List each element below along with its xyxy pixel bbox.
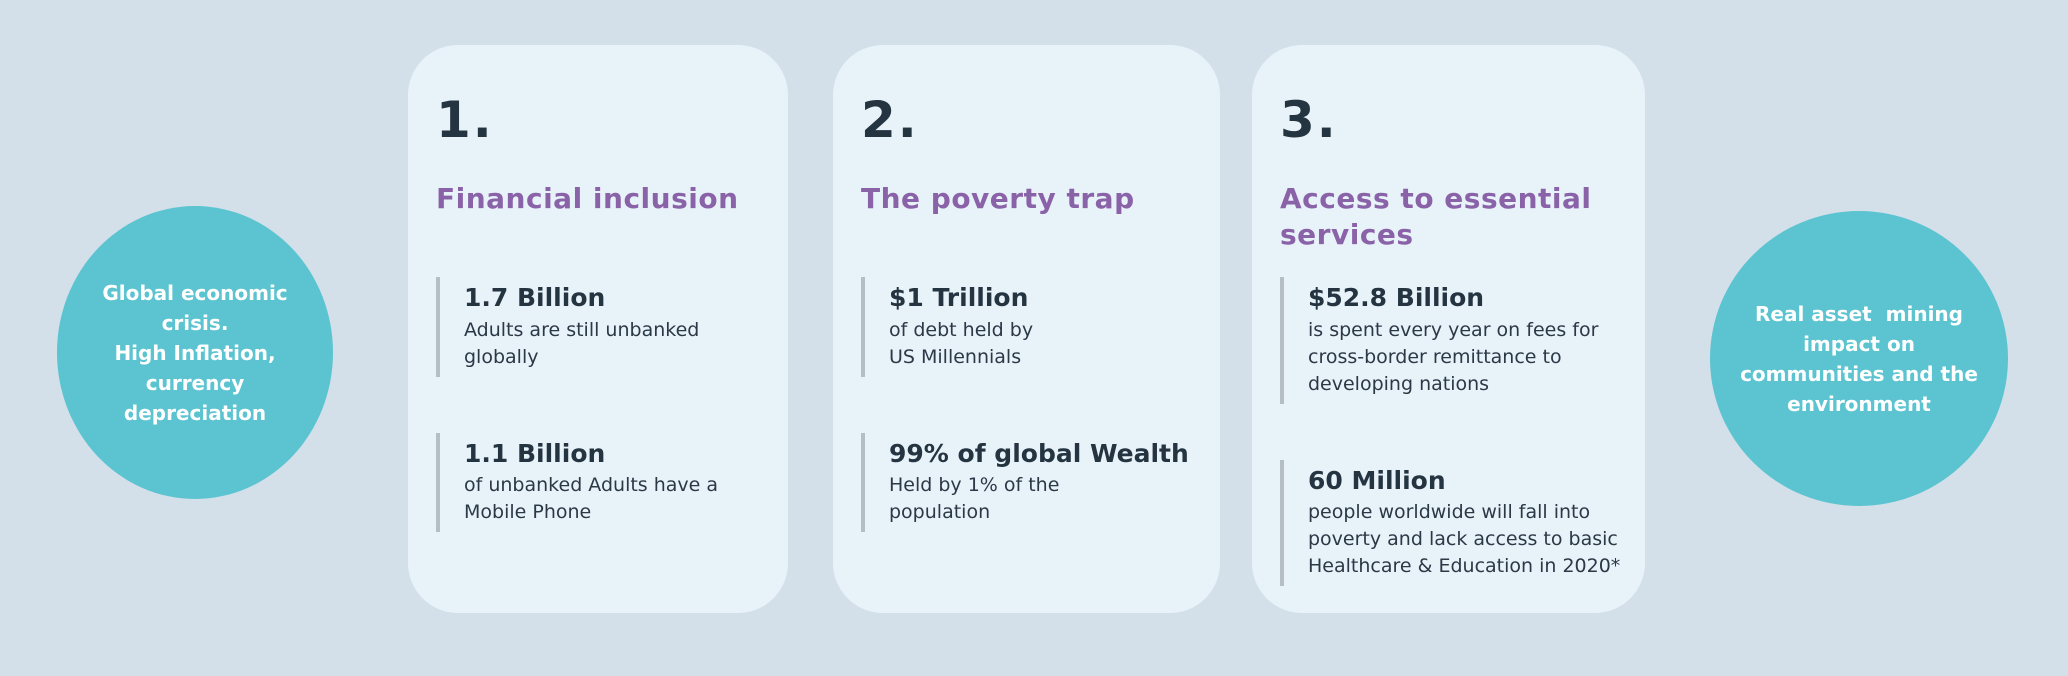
stat-millennial-debt: $1 Trillion of debt held by US Millennia… [861, 277, 1208, 377]
card-number: 1. [436, 91, 494, 149]
stat-value: 60 Million [1308, 465, 1446, 495]
stat-mobile-phone: 1.1 Billion of unbanked Adults have a Mo… [436, 432, 776, 533]
mining-impact-bubble-text: Real asset mining impact on communities … [1740, 301, 1978, 416]
stat-description: is spent every year on fees for cross-bo… [1308, 318, 1599, 395]
stat-value: 1.1 Billion [464, 438, 606, 468]
stat-description: of debt held by US Millennials [889, 318, 1034, 368]
card-number: 2. [861, 91, 919, 149]
card-financial-inclusion: 1. Financial inclusion 1.7 Billion Adult… [408, 45, 788, 613]
mining-impact-bubble: Real asset mining impact on communities … [1710, 211, 2008, 506]
card-essential-services: 3. Access to essential services $52.8 Bi… [1252, 45, 1645, 613]
stat-description: of unbanked Adults have a Mobile Phone [464, 474, 719, 524]
stat-description: Held by 1% of the population [889, 474, 1060, 524]
stat-value: $1 Trillion [889, 283, 1029, 312]
stat-description: Adults are still unbanked globally [464, 318, 700, 368]
stat-wealth-concentration: 99% of global Wealth Held by 1% of the p… [861, 432, 1208, 533]
card-title: Access to essential services [1280, 182, 1592, 252]
global-crisis-bubble-text: Global economic crisis. High Inflation, … [102, 280, 288, 425]
card-title: The poverty trap [861, 182, 1135, 215]
card-poverty-trap: 2. The poverty trap $1 Trillion of debt … [833, 45, 1220, 613]
stat-poverty-healthcare: 60 Million people worldwide will fall in… [1280, 459, 1633, 587]
card-title: Financial inclusion [436, 182, 739, 215]
stat-value: 1.7 Billion [464, 283, 606, 312]
stat-description: people worldwide will fall into poverty … [1308, 501, 1621, 578]
stat-remittance-fees: $52.8 Billion is spent every year on fee… [1280, 277, 1633, 404]
stat-value: $52.8 Billion [1308, 283, 1485, 312]
stat-unbanked-adults: 1.7 Billion Adults are still unbanked gl… [436, 277, 776, 377]
global-crisis-bubble: Global economic crisis. High Inflation, … [57, 206, 333, 499]
card-number: 3. [1280, 91, 1338, 149]
stat-value: 99% of global Wealth [889, 438, 1189, 468]
